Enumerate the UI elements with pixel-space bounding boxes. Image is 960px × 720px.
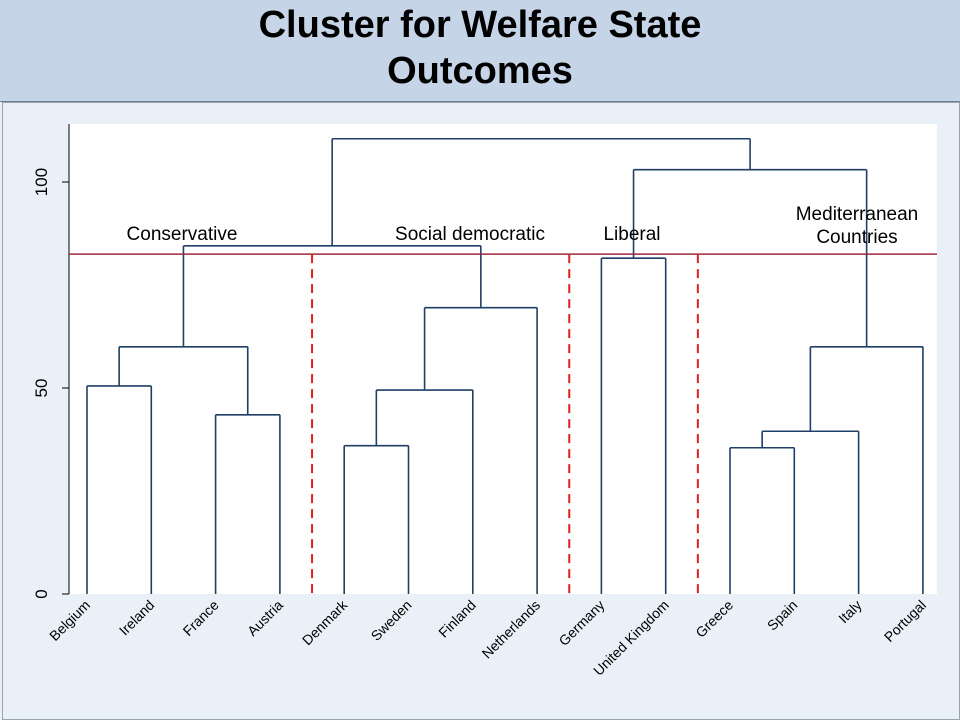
cluster-label: Social democratic xyxy=(395,224,545,245)
y-tick-label: 100 xyxy=(32,168,51,196)
leaf-label: Finland xyxy=(435,597,479,641)
slide-title: Cluster for Welfare State Outcomes xyxy=(0,2,960,94)
cluster-label: Mediterranean xyxy=(796,204,919,225)
leaf-label: Ireland xyxy=(116,597,158,639)
plot-area xyxy=(69,124,937,594)
y-tick-label: 50 xyxy=(32,379,51,398)
slide-header: Cluster for Welfare State Outcomes xyxy=(0,0,960,102)
leaf-label: Germany xyxy=(555,597,607,649)
leaf-label: Belgium xyxy=(46,597,93,644)
leaf-label: Greece xyxy=(692,597,736,641)
title-line-2: Outcomes xyxy=(387,50,573,92)
y-tick-label: 0 xyxy=(32,589,51,598)
leaf-label: Denmark xyxy=(299,596,351,648)
leaf-label: Sweden xyxy=(368,597,415,644)
leaf-label: Italy xyxy=(835,597,864,626)
leaf-label: France xyxy=(180,597,222,639)
cluster-label: Countries xyxy=(816,227,897,248)
leaf-label: Spain xyxy=(764,597,801,634)
cluster-label: Conservative xyxy=(127,224,238,245)
leaf-label: Portugal xyxy=(881,597,929,645)
leaf-label: Austria xyxy=(244,597,286,639)
cluster-label: Liberal xyxy=(603,224,660,245)
title-line-1: Cluster for Welfare State xyxy=(258,4,702,46)
leaf-label: Netherlands xyxy=(479,597,544,662)
